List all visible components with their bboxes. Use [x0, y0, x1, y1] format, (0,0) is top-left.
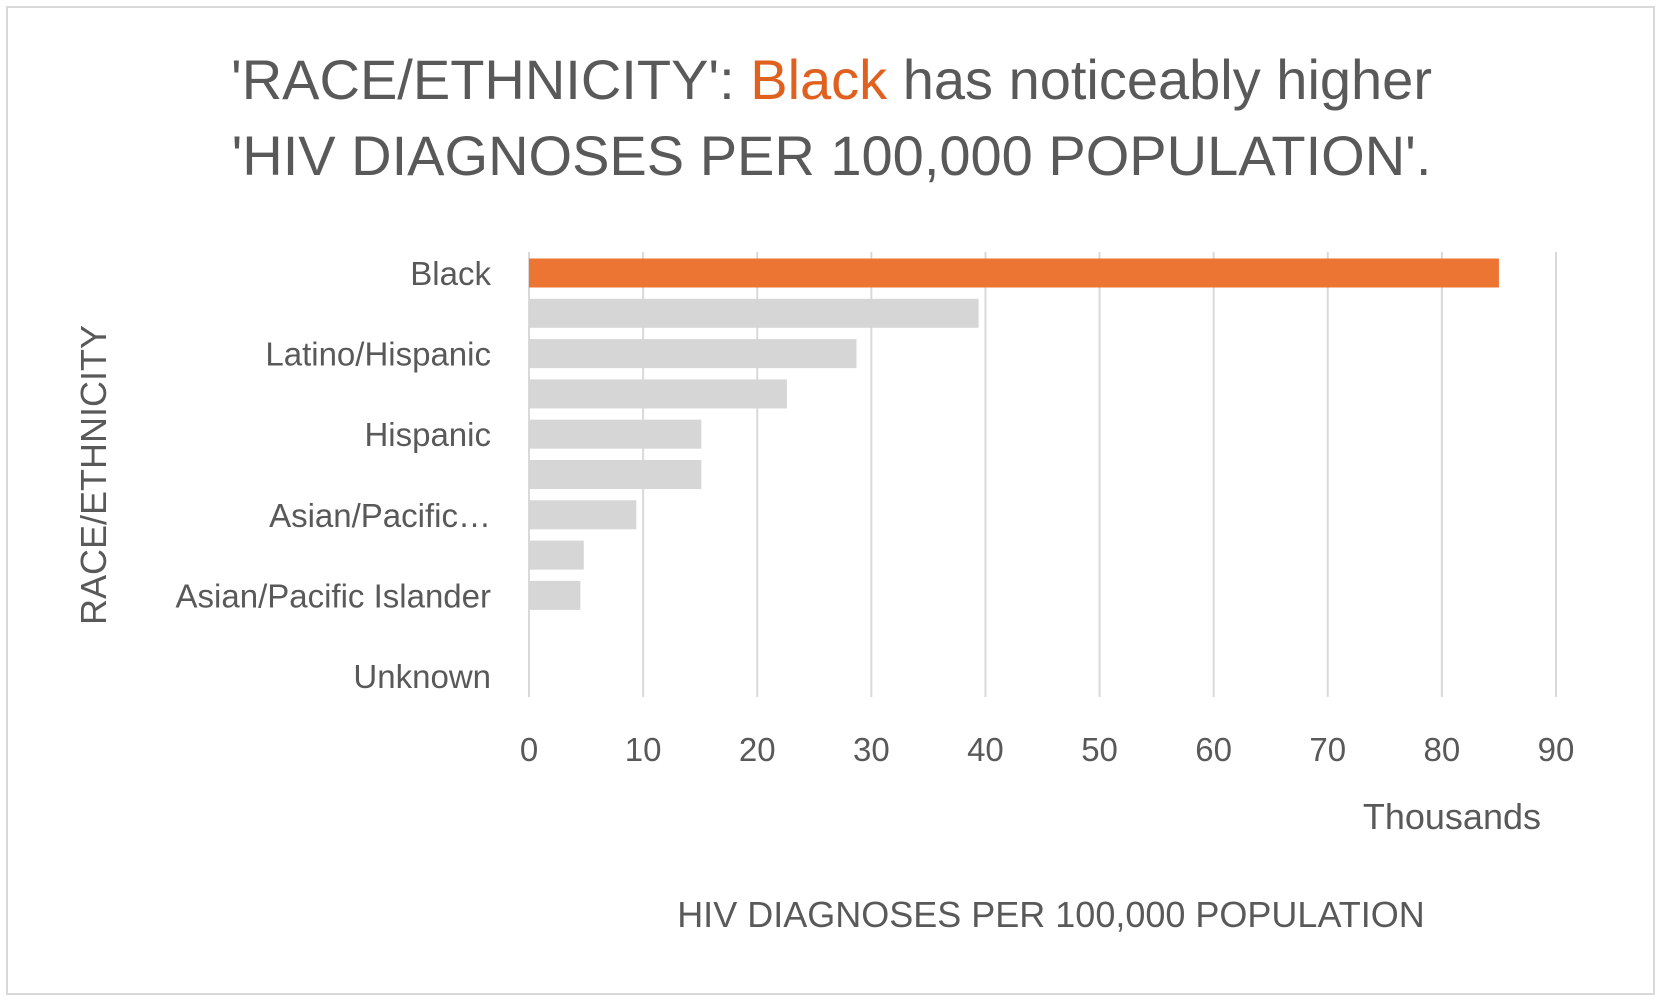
x-tick-label: 60	[1195, 731, 1232, 768]
x-tick-label: 10	[625, 731, 662, 768]
category-label: Latino/Hispanic	[265, 336, 491, 373]
x-tick-label: 50	[1081, 731, 1118, 768]
bar	[529, 500, 637, 530]
chart-title-highlight: Black	[750, 48, 888, 111]
bar	[529, 419, 702, 449]
chart-title: 'RACE/ETHNICITY': Black has noticeably h…	[0, 42, 1663, 194]
bar	[529, 379, 787, 409]
category-labels: Black Latino/Hispanic Hispanic Asian/Pacifi…	[176, 255, 492, 695]
bar	[529, 460, 702, 489]
x-axis-title: HIV DIAGNOSES PER 100,000 POPULATION	[677, 894, 1425, 935]
category-label: Hispanic	[364, 416, 491, 453]
y-axis-title: RACE/ETHNICITY	[73, 325, 114, 625]
x-tick-label: 80	[1424, 731, 1461, 768]
x-tick-labels: 0 10 20 30 40 50 60 70 80 90	[520, 731, 1575, 768]
bar	[529, 540, 584, 570]
x-tick-label: 70	[1309, 731, 1346, 768]
category-label: Unknown	[353, 658, 491, 695]
chart-title-line-2: 'HIV DIAGNOSES PER 100,000 POPULATION'.	[231, 124, 1432, 187]
chart-title-prefix: 'RACE/ETHNICITY':	[231, 48, 751, 111]
x-units-label: Thousands	[1363, 796, 1541, 837]
bars	[529, 258, 1499, 610]
x-tick-label: 30	[853, 731, 890, 768]
bar	[529, 298, 979, 328]
x-tick-label: 90	[1538, 731, 1575, 768]
chart-title-line-1: 'RACE/ETHNICITY': Black has noticeably h…	[0, 42, 1663, 118]
x-tick-label: 40	[967, 731, 1004, 768]
chart-title-suffix: has noticeably higher	[887, 48, 1432, 111]
category-label: Asian/Pacific…	[269, 497, 491, 534]
bar	[529, 339, 857, 369]
bar	[529, 580, 581, 610]
category-label: Black	[410, 255, 491, 292]
x-tick-label: 20	[739, 731, 776, 768]
chart-frame	[6, 6, 1655, 995]
category-label: Asian/Pacific Islander	[176, 577, 491, 614]
x-tick-label: 0	[520, 731, 538, 768]
bar	[529, 258, 1499, 288]
